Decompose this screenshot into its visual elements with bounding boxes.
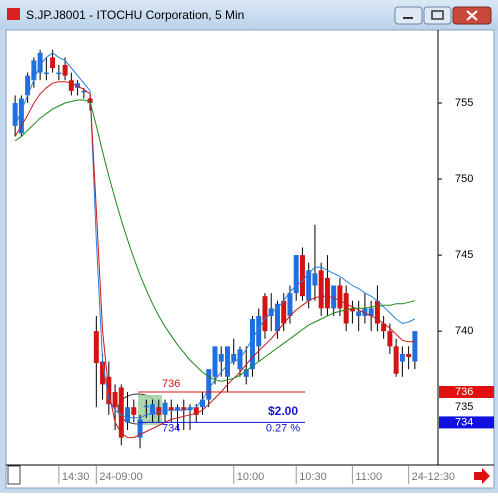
- candle-body: [312, 273, 318, 286]
- measure-low-label: 734: [162, 422, 180, 434]
- candle-body: [100, 361, 106, 385]
- candle-body: [399, 353, 405, 362]
- candle-body: [406, 353, 412, 358]
- candle-body: [318, 270, 324, 309]
- candle-body: [387, 331, 393, 347]
- y-tick-label: 750: [455, 173, 473, 185]
- moving-average-line: [14, 81, 415, 439]
- candle-body: [256, 315, 262, 347]
- x-tick-label: 14:30: [62, 471, 90, 483]
- candle-body: [381, 323, 387, 332]
- candle-body: [331, 285, 337, 309]
- candle-body: [56, 72, 62, 75]
- candle-body: [337, 285, 343, 309]
- candle-body: [274, 303, 280, 332]
- candle-body: [25, 75, 31, 96]
- candle-body: [224, 346, 230, 377]
- price-marker-box: [439, 416, 494, 429]
- candle-body: [206, 369, 212, 400]
- candle-body: [412, 331, 418, 362]
- candle-body: [349, 308, 355, 312]
- x-tick-label: 11:00: [355, 471, 382, 483]
- candle-body: [31, 60, 37, 81]
- x-tick-label: 24-09:00: [99, 471, 142, 483]
- maximize-button[interactable]: [423, 6, 452, 25]
- plot: 740 745 750 755 14:30 24-09:00 10:00 10:30 11:00…: [12, 49, 494, 484]
- candle-body: [356, 311, 362, 316]
- candle-body: [131, 407, 137, 415]
- candle-body: [112, 391, 118, 408]
- measure-change: $2.00: [268, 404, 298, 418]
- chart-frame: [5, 29, 495, 489]
- price-marker-label: 735: [455, 401, 473, 413]
- y-tick-label: 745: [455, 249, 473, 261]
- candle-body: [200, 399, 206, 408]
- candle-body: [150, 404, 156, 415]
- candle-body: [118, 387, 124, 438]
- candle-body: [243, 369, 249, 377]
- measure-high-label: 736: [162, 378, 180, 390]
- candle-body: [281, 300, 287, 324]
- x-tick-label: 10:30: [299, 471, 327, 483]
- candle-body: [249, 318, 255, 370]
- candle-body: [368, 308, 374, 316]
- candle-body: [393, 346, 399, 374]
- candle-body: [193, 407, 199, 415]
- candle-body: [50, 57, 56, 69]
- candle-body: [287, 293, 293, 316]
- candle-body: [343, 293, 349, 324]
- candle-body: [156, 407, 162, 415]
- price-marker-box: [439, 385, 494, 398]
- candle-body: [125, 407, 131, 423]
- measure-percent: 0.27 %: [266, 422, 300, 434]
- candle-body: [43, 72, 49, 75]
- candle-body: [293, 255, 299, 294]
- price-marker-label: 736: [455, 386, 473, 398]
- candle-body: [81, 90, 87, 93]
- candle-body: [93, 331, 99, 364]
- candle-body: [62, 64, 68, 76]
- candle-body: [306, 270, 312, 301]
- scroll-thumb[interactable]: [7, 465, 21, 485]
- candle-body: [162, 402, 168, 415]
- candle-body: [362, 308, 368, 316]
- candle-body: [181, 407, 187, 411]
- candle-body: [68, 80, 74, 91]
- candle-body: [299, 255, 305, 297]
- candle-body: [137, 419, 143, 438]
- candle-body: [18, 98, 24, 134]
- app-icon: [7, 8, 20, 20]
- candle-body: [143, 405, 149, 408]
- y-tick-label: 755: [455, 97, 473, 109]
- x-tick-label: 10:00: [237, 471, 265, 483]
- candle-body: [374, 300, 380, 324]
- close-icon: [466, 10, 478, 21]
- candle-body: [175, 407, 181, 411]
- candle-body: [37, 52, 43, 73]
- maximize-icon: [431, 10, 444, 20]
- x-tick-label: 24-12:30: [412, 471, 455, 483]
- moving-average-line: [14, 99, 416, 382]
- candle-body: [237, 349, 243, 370]
- candle-body: [75, 83, 81, 88]
- candle-body: [324, 277, 330, 309]
- candle-body: [231, 353, 237, 362]
- candle-body: [262, 296, 268, 332]
- price-marker-label: 734: [455, 416, 473, 428]
- candle-body: [218, 353, 224, 362]
- candle-body: [268, 308, 274, 316]
- scroll-right-arrow[interactable]: [474, 468, 490, 484]
- window-title: S.JP.J8001 - ITOCHU Corporation, 5 Min: [26, 8, 244, 22]
- candle-body: [12, 103, 18, 126]
- minimize-button[interactable]: [394, 6, 423, 25]
- candle-body: [212, 346, 218, 377]
- y-tick-label: 740: [455, 325, 473, 337]
- candle-body: [168, 407, 174, 411]
